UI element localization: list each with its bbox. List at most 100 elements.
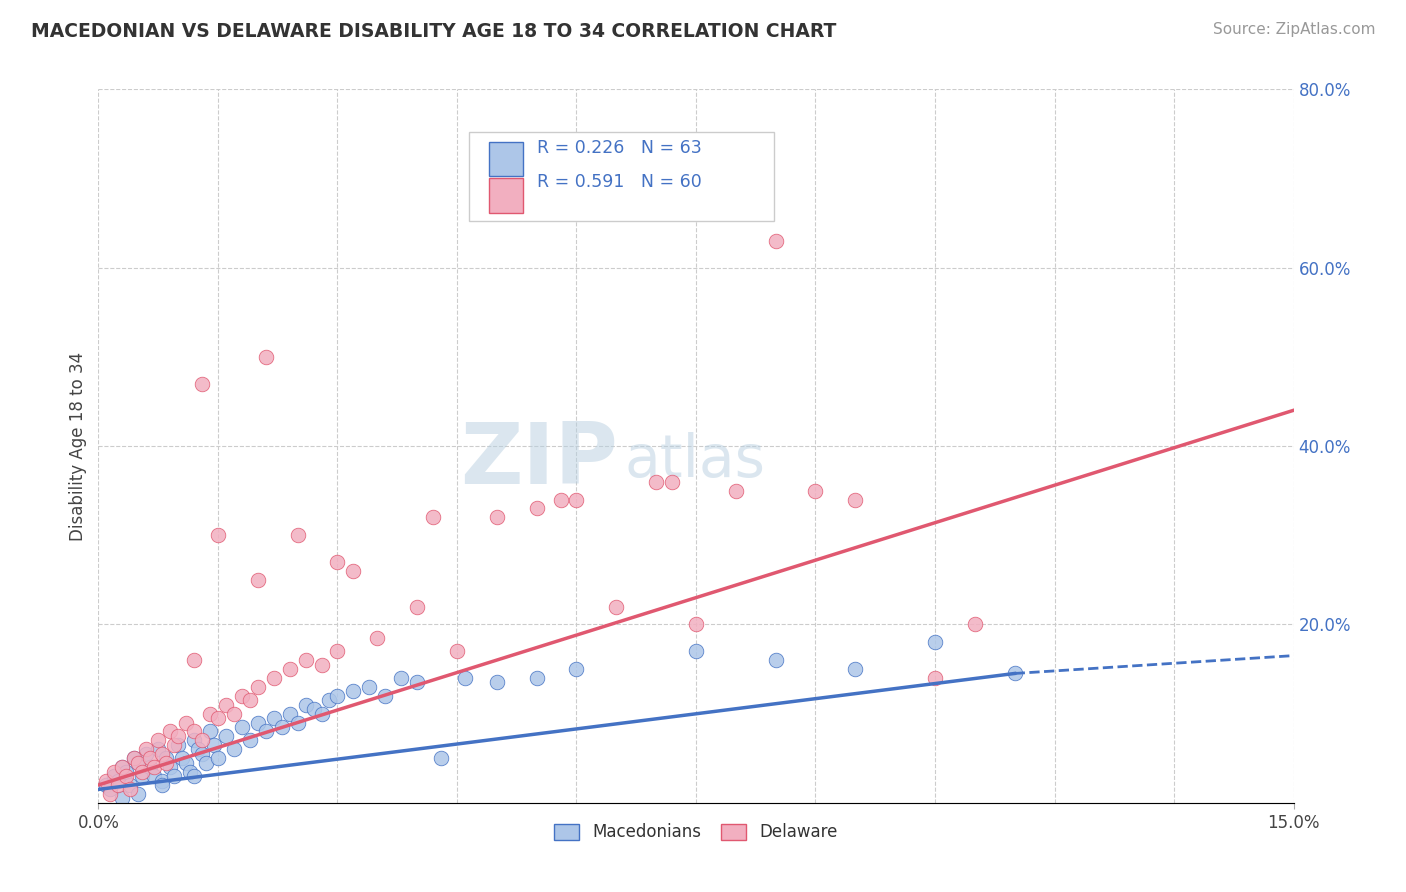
Point	[406, 675, 429, 690]
Point	[155, 751, 177, 765]
Point	[246, 573, 269, 587]
Point	[127, 787, 149, 801]
Point	[202, 738, 225, 752]
Point	[526, 501, 548, 516]
Point	[645, 475, 668, 489]
Point	[207, 711, 229, 725]
Point	[155, 756, 177, 770]
Point	[485, 675, 508, 690]
Point	[326, 644, 349, 658]
Point	[565, 662, 588, 676]
Point	[167, 738, 190, 752]
Point	[150, 747, 173, 761]
Point	[222, 706, 245, 721]
Point	[195, 756, 218, 770]
Point	[159, 760, 181, 774]
Point	[278, 662, 301, 676]
Point	[685, 644, 707, 658]
Point	[120, 778, 142, 792]
Point	[231, 689, 253, 703]
Text: MACEDONIAN VS DELAWARE DISABILITY AGE 18 TO 34 CORRELATION CHART: MACEDONIAN VS DELAWARE DISABILITY AGE 18…	[31, 22, 837, 41]
Point	[446, 644, 468, 658]
Text: atlas: atlas	[624, 432, 765, 489]
Point	[163, 769, 186, 783]
Point	[207, 751, 229, 765]
Text: ZIP: ZIP	[461, 418, 619, 502]
Point	[239, 733, 262, 747]
Point	[1004, 666, 1026, 681]
Point	[765, 653, 787, 667]
Point	[254, 350, 277, 364]
Text: R = 0.226   N = 63: R = 0.226 N = 63	[537, 139, 702, 157]
Point	[430, 751, 453, 765]
Point	[191, 747, 214, 761]
Point	[246, 680, 269, 694]
Point	[215, 698, 238, 712]
Point	[326, 689, 349, 703]
Point	[804, 483, 827, 498]
Point	[294, 698, 316, 712]
Point	[107, 773, 129, 788]
Point	[124, 751, 146, 765]
Point	[661, 475, 683, 489]
Point	[139, 760, 162, 774]
Point	[120, 782, 142, 797]
Point	[139, 751, 162, 765]
Point	[127, 756, 149, 770]
Point	[685, 617, 707, 632]
Y-axis label: Disability Age 18 to 34: Disability Age 18 to 34	[69, 351, 87, 541]
Point	[187, 742, 209, 756]
Point	[183, 653, 205, 667]
Point	[103, 764, 125, 779]
Point	[485, 510, 508, 524]
Point	[96, 773, 118, 788]
Point	[311, 706, 333, 721]
Point	[963, 617, 986, 632]
Point	[254, 724, 277, 739]
Legend: Macedonians, Delaware: Macedonians, Delaware	[547, 817, 845, 848]
Point	[263, 711, 285, 725]
Point	[239, 693, 262, 707]
Point	[174, 756, 197, 770]
Point	[844, 662, 866, 676]
Point	[222, 742, 245, 756]
Point	[111, 760, 134, 774]
Point	[246, 715, 269, 730]
Point	[183, 724, 205, 739]
FancyBboxPatch shape	[489, 142, 523, 177]
Point	[318, 693, 340, 707]
FancyBboxPatch shape	[470, 132, 773, 221]
Point	[359, 680, 381, 694]
Point	[107, 778, 129, 792]
Point	[550, 492, 572, 507]
Point	[765, 234, 787, 248]
Point	[179, 764, 201, 779]
Point	[131, 764, 153, 779]
Point	[124, 751, 146, 765]
Point	[111, 760, 134, 774]
Point	[159, 724, 181, 739]
Point	[103, 769, 125, 783]
Point	[174, 715, 197, 730]
Point	[294, 653, 316, 667]
Point	[127, 756, 149, 770]
Point	[287, 715, 309, 730]
Point	[526, 671, 548, 685]
Point	[115, 769, 138, 783]
Point	[366, 631, 388, 645]
Point	[924, 635, 946, 649]
Point	[924, 671, 946, 685]
FancyBboxPatch shape	[489, 178, 523, 212]
Point	[143, 769, 166, 783]
Point	[207, 528, 229, 542]
Point	[111, 791, 134, 805]
Point	[724, 483, 747, 498]
Point	[198, 706, 221, 721]
Point	[143, 760, 166, 774]
Point	[135, 747, 157, 761]
Point	[163, 738, 186, 752]
Point	[389, 671, 412, 685]
Point	[565, 492, 588, 507]
Point	[148, 742, 170, 756]
Text: R = 0.591   N = 60: R = 0.591 N = 60	[537, 173, 702, 191]
